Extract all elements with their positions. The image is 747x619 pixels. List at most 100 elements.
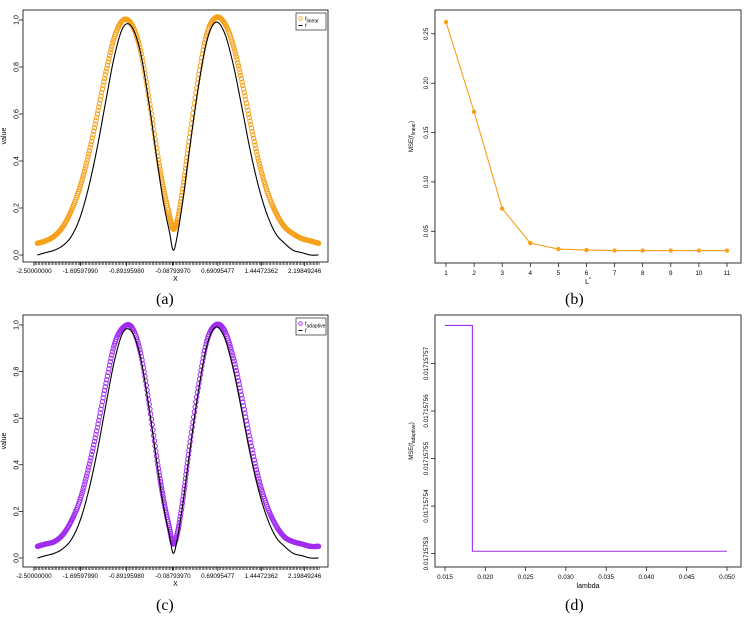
series-point [81,481,88,488]
legend-label: f [305,329,307,335]
y-axis-label: value [1,128,8,145]
series-point [91,128,97,134]
x-tick-label: 8 [641,270,645,277]
series-point [88,141,94,148]
series-point [100,395,106,401]
series-point [471,109,477,115]
series-point [640,248,645,253]
series-point [83,473,90,479]
series-point [109,352,115,358]
series-point [696,248,702,253]
series-point [242,93,248,99]
series-point [230,355,237,361]
series-point [240,82,246,89]
series-point [101,391,107,397]
series-point [232,48,238,54]
x-tick-label: -2.50000000 [16,268,52,275]
panel-a: 0.0 0.2 0.4 0.6 0.8 1.0 -2.50000000 -1.69597990… [0,0,333,290]
series-point [151,126,157,132]
series-point [612,248,617,253]
x-tick-label: 2.19849246 [288,573,322,580]
series-point [155,153,161,160]
series-point [257,164,263,170]
chart-b: 0.05 0.10 0.15 0.20 0.25 1 2 3 4 5 6 7 8 9 10 11 L* MSE(f… [409,9,742,286]
series-point [91,438,98,445]
y-tick-label: 0.20 [423,77,430,90]
series-point [245,111,252,117]
series-point [106,362,113,368]
series-point [242,96,249,103]
caption-b: (b) [565,291,584,308]
series-point [80,174,86,180]
series-point [258,484,264,490]
series-point [182,165,189,172]
series-point [246,114,252,121]
series-point [182,169,188,175]
series-point [244,104,250,110]
series-point [584,247,589,253]
series-point [183,158,190,164]
series-point [183,162,189,168]
series-point [228,347,234,353]
series-point [258,166,264,173]
legend-marker [298,321,303,326]
series-point [89,135,96,141]
series-point [96,104,102,110]
series-point [98,89,105,96]
series-point [85,467,91,473]
x-tick-label: -1.69597990 [63,268,99,275]
series-point [258,169,265,175]
series-point [257,481,263,487]
series-point [156,160,162,166]
series-point [87,145,93,151]
series-line [445,21,727,252]
series-point [95,107,101,114]
series-point [92,121,98,128]
x-tick-label: 11 [724,270,731,277]
series-point [109,41,116,47]
series-point [181,179,187,185]
series-point [237,72,244,79]
y-axis-label: MSE(flinear) [409,121,417,152]
series-point [137,347,143,353]
x-tick-label: 0.025 [518,574,534,581]
series-point [98,406,104,412]
series-point [248,439,254,446]
series-point [253,149,260,155]
series-point [232,51,239,57]
caption-c: (c) [156,597,174,614]
x-axis-label: lambda [577,583,600,590]
y-tick-label: 0.0 [14,553,21,563]
series-point [110,346,116,352]
x-axis-label: L* [585,277,591,286]
series-point [91,125,98,131]
series-point [235,60,241,66]
series-point [106,366,112,372]
series-point [106,52,113,59]
series-point [99,86,106,92]
series-point [181,172,188,179]
series-point [109,349,116,355]
series-line [37,326,319,559]
series-point [79,176,85,183]
series-point [93,118,99,124]
series-point [202,344,209,350]
series-point [188,120,195,127]
x-tick-label: -1.69597990 [63,573,99,580]
y-tick-label: 0.01715754 [423,489,430,523]
series-point [246,432,252,439]
series-point [192,95,198,101]
series-point [668,248,673,253]
plot-frame [434,314,742,568]
series-point [94,424,101,431]
y-tick-label: 0.2 [14,203,21,213]
series-point [105,59,111,65]
y-tick-label: 0.01715757 [423,346,430,380]
series-point [160,497,167,503]
x-tick-label: 0.020 [477,574,493,581]
series-point [230,40,236,47]
series-point [97,410,103,416]
series-point [247,118,253,124]
series-point [240,399,246,405]
series-point [162,507,169,513]
